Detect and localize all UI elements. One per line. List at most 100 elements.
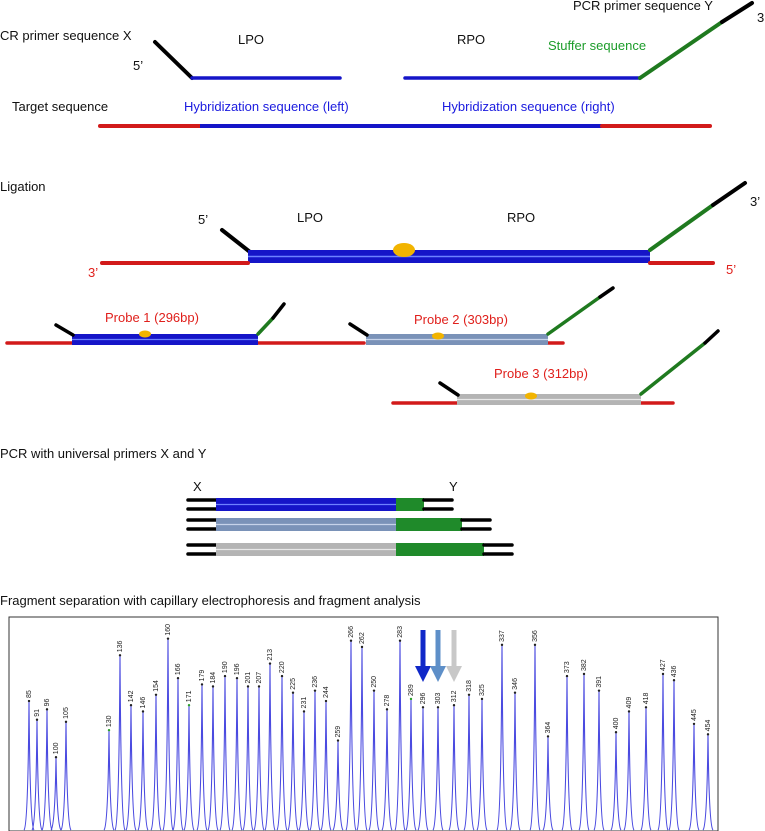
peak-label-278: 278: [384, 695, 391, 707]
probes-group: Probe 1 (296bp) Probe 2 (303bp) Probe 3 …: [5, 286, 720, 405]
peak-label-207: 207: [256, 672, 263, 684]
peak-label-364: 364: [545, 722, 552, 734]
peak-marker-409: [627, 710, 631, 713]
electropherogram-frame: [8, 616, 719, 831]
probe2-dot: [432, 332, 444, 340]
ligation-red-three-prime: 3’: [88, 265, 98, 280]
peak-label-325: 325: [479, 684, 486, 696]
peak-label-283: 283: [397, 626, 404, 638]
peak-marker-85: [27, 699, 31, 703]
peak-label-266: 266: [348, 626, 355, 638]
peak-marker-190: [223, 674, 227, 678]
peak-label-136: 136: [117, 640, 124, 652]
probe1-primer-x: [54, 323, 75, 337]
peak-label-213: 213: [267, 649, 274, 661]
probe3-primer-y: [703, 329, 720, 345]
peak-marker-105: [64, 720, 68, 724]
amplicon-1: [186, 498, 454, 511]
arrow-probe2-head: [430, 666, 446, 682]
probe3-label: Probe 3 (312bp): [494, 366, 588, 381]
peak-label-160: 160: [165, 624, 172, 636]
peak-label-418: 418: [643, 692, 650, 704]
peak-arrows: [415, 630, 462, 682]
peak-label-250: 250: [371, 676, 378, 688]
arrow-probe1-head: [415, 666, 431, 682]
peak-label-303: 303: [435, 692, 442, 704]
ligation-site-dot: [393, 243, 415, 257]
probe1-stuffer: [256, 316, 275, 336]
five-prime-label: 5’: [133, 58, 143, 73]
peak-marker-356: [533, 643, 537, 647]
peak-marker-373: [565, 674, 569, 678]
section-pcr: PCR with universal primers X and Y X Y: [0, 446, 514, 556]
peak-marker-325: [480, 697, 484, 701]
peak-label-382: 382: [581, 659, 588, 671]
amplicon-3: [186, 543, 514, 556]
peak-marker-312: [452, 704, 456, 707]
stuffer-label: Stuffer sequence: [548, 38, 646, 53]
peak-marker-100: [54, 756, 58, 759]
peak-label-225: 225: [290, 678, 297, 690]
peak-marker-166: [176, 676, 180, 680]
peak-marker-337: [500, 643, 504, 647]
peak-marker-436: [672, 679, 676, 682]
peak-marker-130: [107, 728, 111, 732]
peak-label-356: 356: [532, 630, 539, 642]
rpo-stuffer-segment: [638, 20, 724, 80]
peak-marker-179: [200, 683, 204, 686]
peak-label-337: 337: [499, 630, 506, 642]
primer-x-label: CR primer sequence X: [0, 28, 132, 43]
peak-marker-201: [246, 685, 250, 688]
hyb-left-label: Hybridization sequence (left): [184, 99, 349, 114]
peak-marker-400: [614, 731, 618, 734]
rpo-primer-tail: [720, 1, 754, 24]
peak-label-445: 445: [691, 709, 698, 721]
pcr-title: PCR with universal primers X and Y: [0, 446, 207, 461]
peak-label-179: 179: [199, 670, 206, 682]
peak-label-220: 220: [279, 661, 286, 673]
probe2-label: Probe 2 (303bp): [414, 312, 508, 327]
peak-label-85: 85: [26, 690, 33, 698]
ligation-primer-x: [220, 228, 252, 254]
ligation-five-prime: 5’: [198, 212, 208, 227]
peak-marker-445: [692, 722, 696, 726]
peak-marker-160: [166, 637, 170, 640]
peak-marker-225: [291, 691, 295, 694]
peak-marker-266: [349, 639, 353, 642]
probe2-primer-x: [348, 322, 369, 337]
peak-marker-231: [302, 710, 306, 713]
peak-label-236: 236: [312, 676, 319, 688]
peak-label-184: 184: [210, 672, 217, 684]
peak-marker-220: [280, 674, 284, 678]
arrow-probe3-head: [446, 666, 462, 682]
peak-label-289: 289: [408, 684, 415, 696]
peak-marker-303: [436, 706, 440, 709]
peak-label-105: 105: [63, 707, 70, 719]
peak-marker-346: [513, 691, 517, 694]
peak-label-436: 436: [671, 665, 678, 677]
peak-label-196: 196: [234, 663, 241, 675]
probe1-label: Probe 1 (296bp): [105, 310, 199, 325]
peak-marker-91: [35, 718, 39, 721]
probe1-primer-y: [271, 302, 286, 320]
peak-label-409: 409: [626, 697, 633, 709]
ligation-red-five-prime: 5’: [726, 262, 736, 277]
peak-marker-146: [141, 710, 145, 713]
peak-label-166: 166: [175, 663, 182, 675]
peak-marker-364: [546, 735, 550, 738]
peak-label-346: 346: [512, 678, 519, 690]
pcr-y-label: Y: [449, 479, 458, 494]
peak-label-312: 312: [451, 690, 458, 702]
peak-marker-171: [187, 704, 191, 707]
peak-marker-213: [268, 662, 272, 665]
peak-label-91: 91: [34, 709, 41, 717]
peak-label-262: 262: [359, 632, 366, 644]
peak-label-96: 96: [44, 698, 51, 706]
three-prime-top-label: 3: [757, 10, 764, 25]
peak-marker-454: [706, 733, 710, 736]
peak-label-400: 400: [613, 717, 620, 729]
peak-label-244: 244: [323, 686, 330, 698]
peak-marker-136: [118, 654, 122, 657]
